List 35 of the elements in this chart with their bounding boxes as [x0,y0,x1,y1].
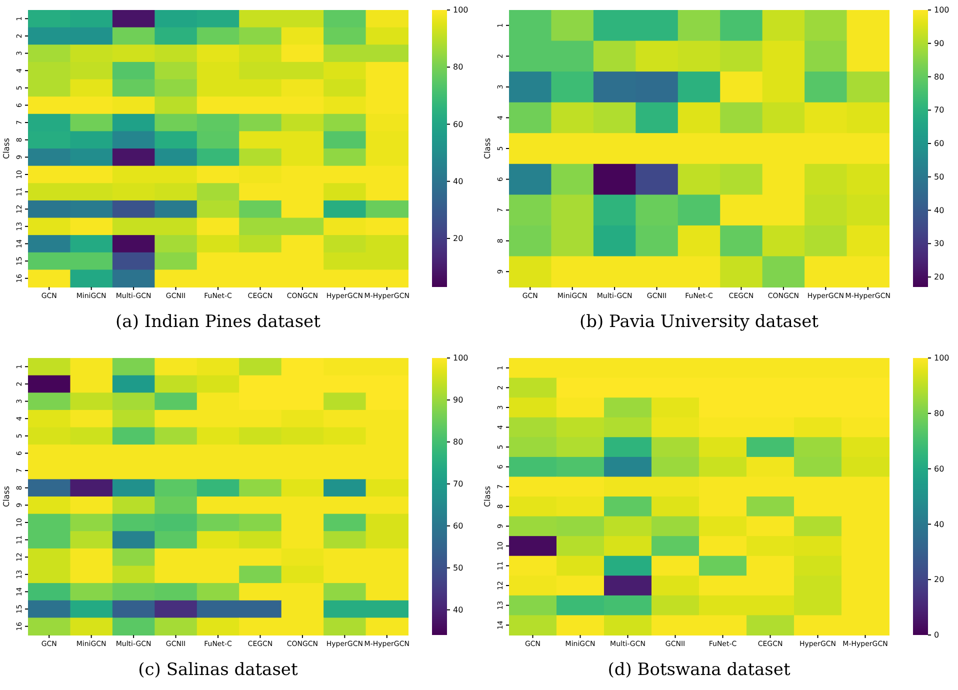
color-bar-label: 100 [453,6,468,15]
y-axis-title: Class [2,138,11,160]
y-axis-title: Class [2,486,11,508]
color-bar-label: 70 [934,106,944,115]
text: (b) Pavia University dataset [579,312,819,332]
color-bar-label: 0 [934,630,940,640]
color-bar-label: 60 [453,120,464,129]
color-bar-label: 100 [934,6,950,15]
text: (d) Botswana dataset [608,660,790,680]
y-axis-title: Class [483,486,492,508]
y-axis-title: Class [483,138,492,160]
color-bar-label: 40 [453,176,464,186]
color-bar-label: 50 [453,563,464,572]
color-bar-label: 80 [453,62,464,72]
color-bar-label: 60 [934,139,944,148]
text: (a) Indian Pines dataset [116,312,321,332]
color-bar-label: 80 [934,72,944,82]
color-bar-label: 100 [453,354,468,363]
color-bar-label: 100 [934,354,950,363]
color-bar-label: 50 [934,172,944,182]
color-bar-label: 20 [934,272,944,282]
color-bar-label: 70 [453,479,464,488]
color-bar-label: 80 [453,438,464,446]
color-bar-label: 30 [934,239,944,248]
color-bar-label: 90 [934,38,944,48]
text: (c) Salinas dataset [138,660,298,680]
color-bar-label: 90 [453,396,464,405]
color-bar-label: 40 [934,520,944,529]
color-bar-label: 40 [934,206,944,215]
color-bar-label: 60 [934,464,944,474]
color-bar-label: 40 [453,605,464,614]
color-bar-label: 20 [453,234,464,244]
color-bar-label: 60 [453,521,464,530]
color-bar-label: 80 [934,408,944,418]
color-bar-label: 20 [934,575,944,584]
